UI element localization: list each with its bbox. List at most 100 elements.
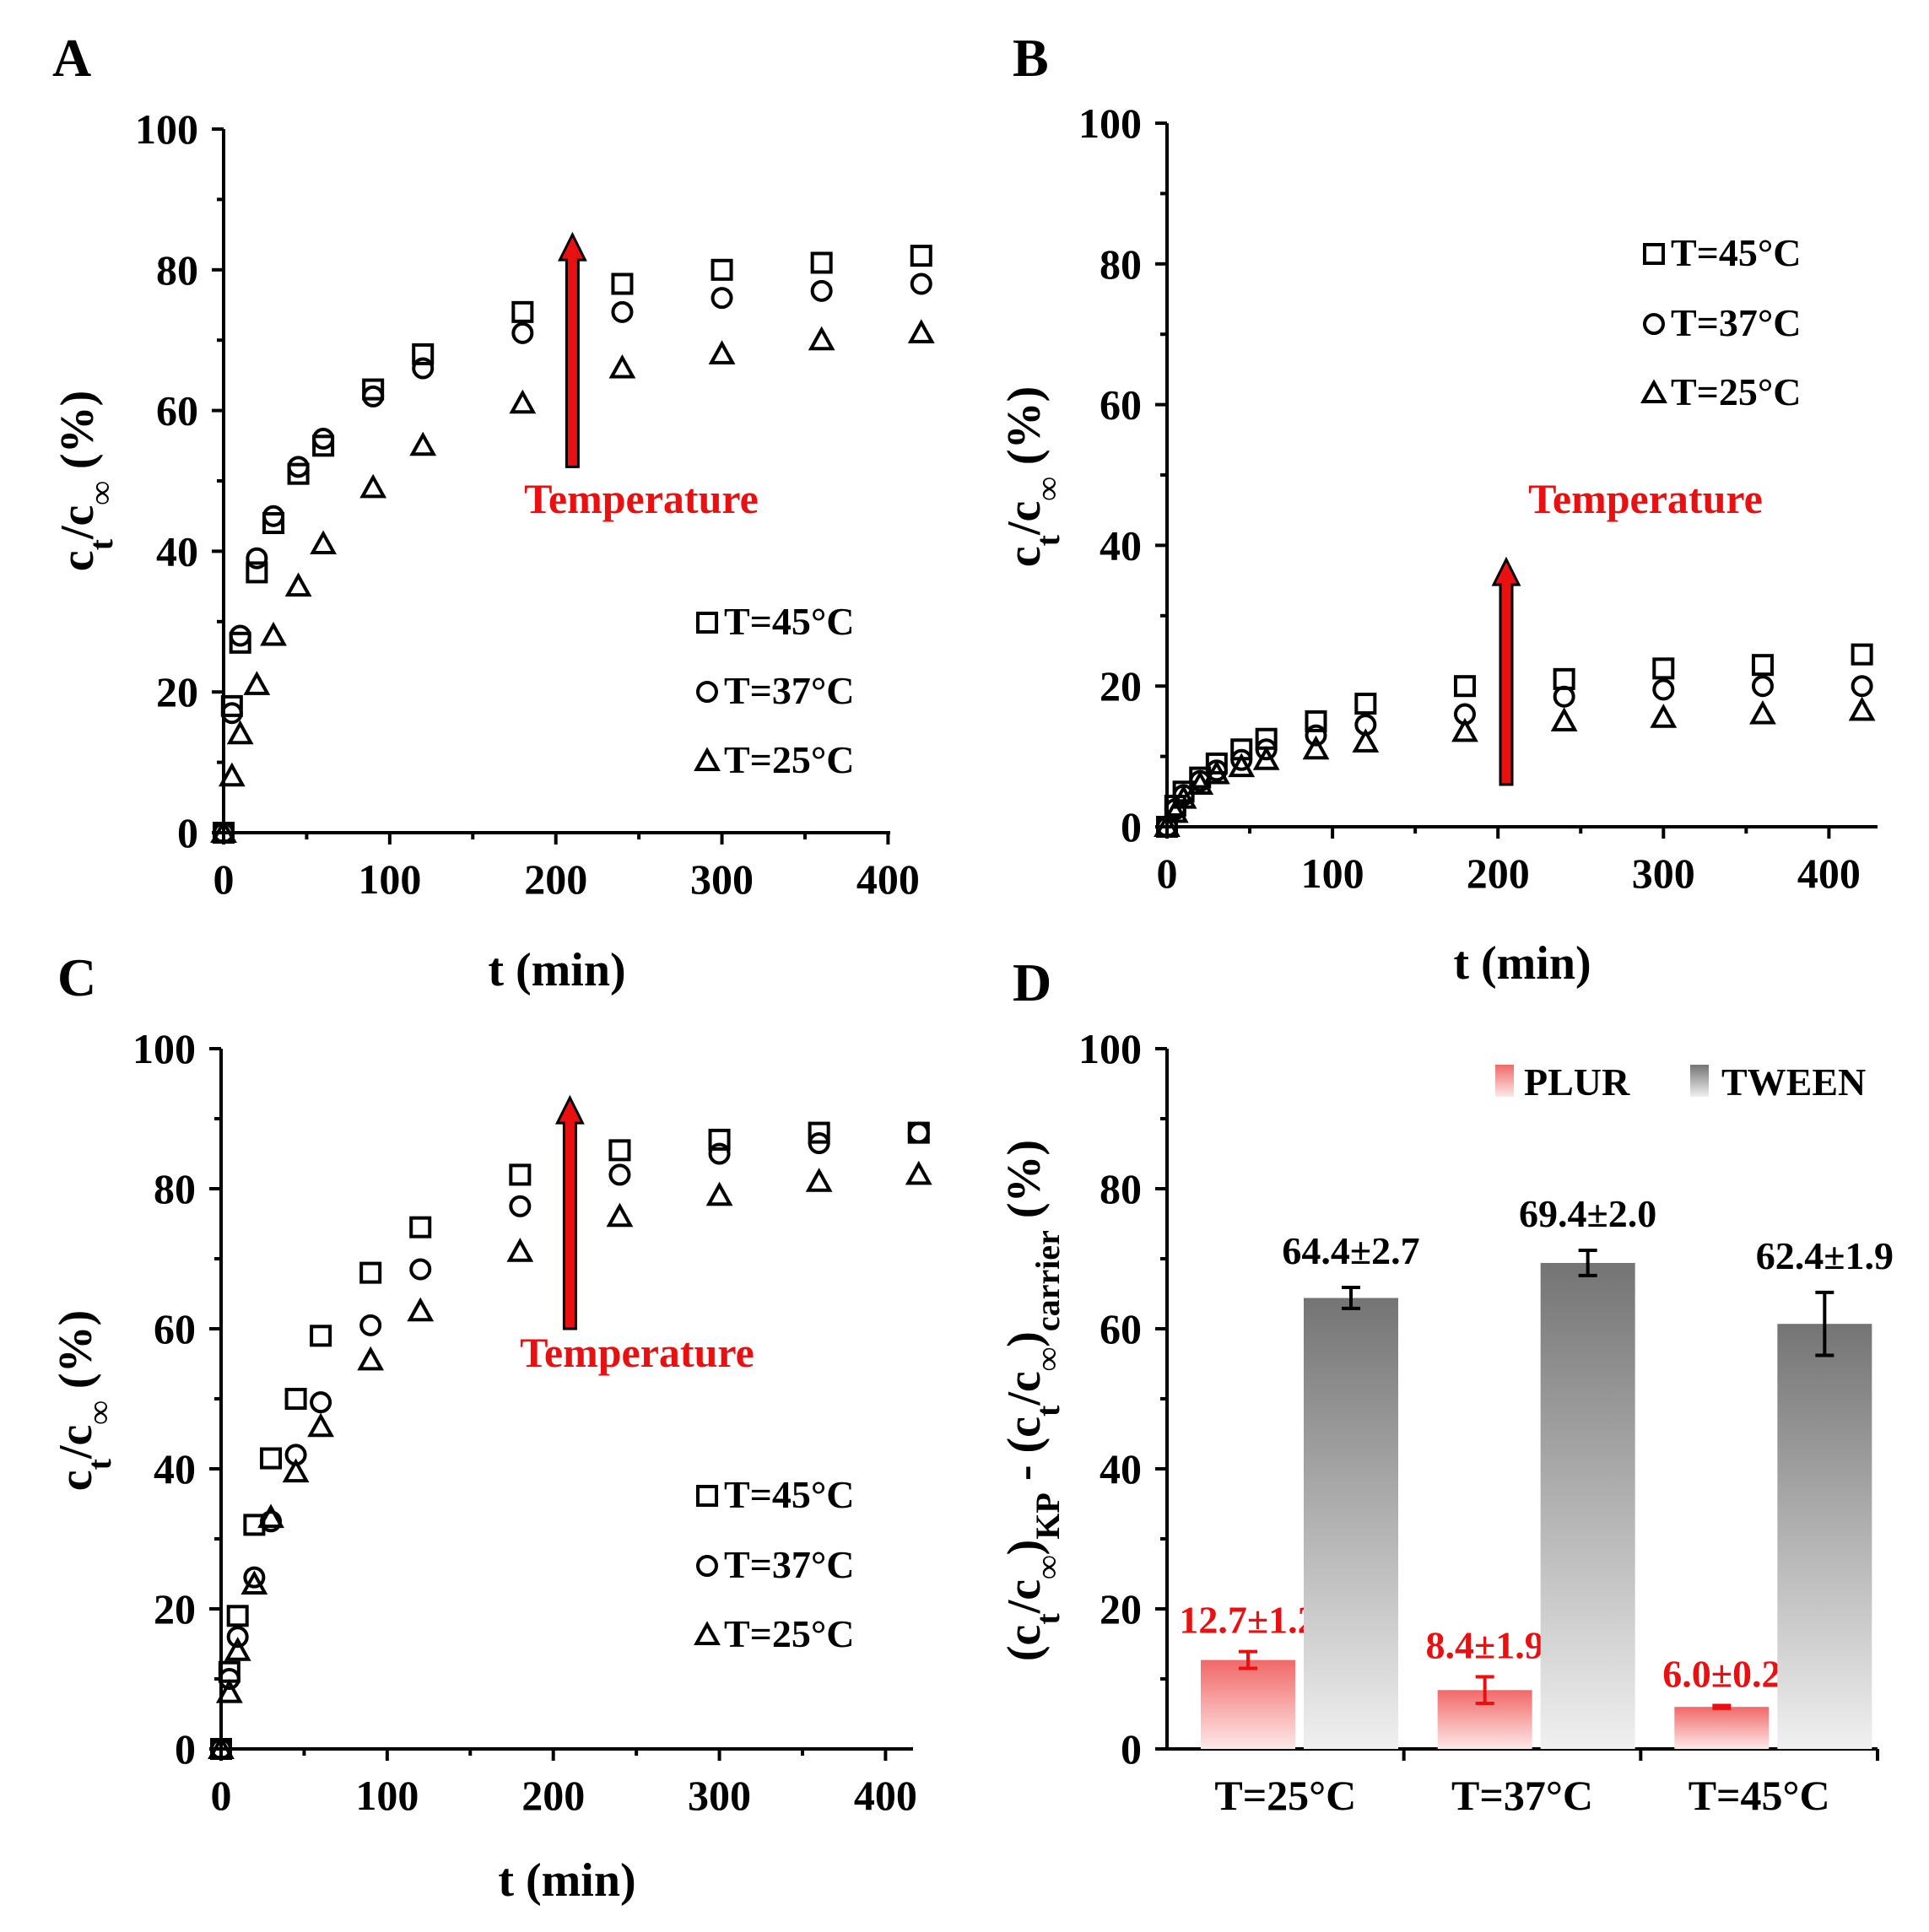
y-axis-label-part: ∞ — [80, 1400, 118, 1425]
panel-letter-a: A — [52, 28, 91, 88]
data-point-triangle — [608, 353, 636, 379]
y-axis-label-part: - (c — [998, 1417, 1051, 1492]
data-point-triangle — [210, 818, 237, 843]
bar-plur — [1674, 1707, 1770, 1749]
data-label-plur: 8.4±1.9 — [1426, 1624, 1544, 1667]
data-point-circle — [229, 624, 251, 647]
chart-panel-c: 0 20 40 60 80 100 0 100 200 300 400 t (min) ct/c∞ (%… — [50, 1025, 932, 1907]
data-point-circle — [1652, 678, 1675, 701]
data-point-circle — [711, 287, 733, 310]
data-point-triangle — [224, 1637, 251, 1661]
x-tick-label: 400 — [854, 1772, 917, 1819]
y-tick-label: 40 — [1100, 521, 1142, 569]
data-point-triangle — [284, 572, 312, 597]
y-axis-label: ct/c∞ (%) — [51, 391, 120, 571]
data-point-triangle — [1228, 753, 1256, 778]
data-point-triangle — [307, 1412, 335, 1438]
data-label-plur: 12.7±1.2 — [1179, 1599, 1316, 1642]
y-tick-label: 20 — [156, 668, 198, 715]
legend-label: T=25°C — [724, 738, 855, 781]
data-point-circle — [1751, 675, 1774, 698]
data-point-triangle — [1252, 746, 1280, 770]
bar-plur — [1201, 1659, 1295, 1749]
data-point-triangle — [1170, 785, 1197, 809]
data-point-triangle — [606, 1202, 634, 1228]
y-tick-label: 40 — [1100, 1445, 1142, 1492]
y-axis-label-part: (c — [998, 1625, 1051, 1662]
data-point-square — [287, 462, 310, 485]
data-point-square — [1305, 710, 1327, 732]
data-point-circle — [810, 279, 833, 302]
temperature-annotation: Temperature — [520, 1329, 754, 1376]
data-point-circle — [608, 1163, 631, 1186]
chart-panel-b: 0 20 40 60 80 100 0 100 200 300 400 t (min) ct/c∞ (%… — [998, 100, 1878, 990]
chart-panel-d: 0 20 40 60 80 100 T=25°C 12.7±1.2 64.4±2.7 T=37°C… — [998, 1025, 1894, 1819]
data-point-square — [362, 378, 385, 401]
x-tick-label: 300 — [690, 855, 754, 903]
y-axis-label-part: ) — [998, 1331, 1051, 1347]
y-axis-label-part: c — [998, 546, 1051, 567]
y-tick-label: 100 — [132, 1025, 196, 1072]
bar-tween — [1304, 1298, 1398, 1749]
y-axis-label-part: c — [51, 550, 104, 571]
data-point-triangle — [1302, 735, 1330, 760]
data-point-circle — [1305, 724, 1327, 747]
data-point-triangle — [243, 671, 271, 695]
data-point-circle — [243, 1566, 266, 1589]
data-point-square — [511, 300, 534, 323]
data-point-triangle — [310, 530, 338, 555]
data-point-square — [412, 343, 435, 365]
x-tick-label: 200 — [521, 1772, 585, 1819]
legend-label: T=45°C — [724, 1473, 855, 1516]
x-category-label: T=25°C — [1214, 1772, 1356, 1819]
legend-label: T=25°C — [724, 1612, 855, 1655]
y-axis-label-part: ∞ — [1029, 1347, 1067, 1372]
temperature-arrow — [557, 231, 587, 468]
x-axis-label: t (min) — [498, 1854, 635, 1907]
data-point-triangle — [1550, 707, 1578, 731]
bar-tween — [1777, 1324, 1872, 1749]
legend-label-tween: TWEEN — [1721, 1060, 1866, 1104]
x-category-label: T=37°C — [1451, 1772, 1593, 1819]
x-tick-label: 400 — [856, 855, 920, 903]
legend-marker-square — [1643, 243, 1665, 265]
data-point-triangle — [257, 1503, 284, 1529]
data-point-square — [910, 245, 932, 267]
y-tick-label: 80 — [156, 246, 198, 294]
legend-marker-circle — [696, 1555, 718, 1577]
data-point-circle — [1230, 748, 1253, 771]
data-point-triangle — [1749, 699, 1776, 725]
data-point-triangle — [407, 1297, 435, 1322]
data-point-circle — [246, 547, 268, 569]
data-point-circle — [1553, 685, 1575, 708]
x-tick-label: 100 — [1301, 850, 1364, 897]
data-label-tween: 64.4±2.7 — [1282, 1229, 1419, 1272]
legend-label: T=37°C — [724, 1543, 855, 1586]
data-point-circle — [1851, 675, 1873, 698]
y-tick-label: 0 — [177, 809, 198, 856]
data-point-circle — [312, 427, 335, 450]
data-point-square — [260, 1447, 283, 1470]
data-point-circle — [509, 1195, 532, 1217]
data-point-triangle — [907, 319, 935, 343]
y-axis-label: (ct/c∞)KP - (ct/c∞)carrier (%) — [998, 1140, 1067, 1661]
data-point-circle — [907, 1121, 930, 1144]
y-axis-label-part: t — [1029, 534, 1067, 546]
data-point-square — [1205, 752, 1228, 774]
data-point-triangle — [208, 1735, 235, 1759]
data-point-triangle — [1352, 728, 1380, 753]
y-tick-label: 40 — [154, 1445, 196, 1492]
y-axis-label-part: /c — [998, 1579, 1051, 1614]
legend-marker-triangle — [1640, 379, 1667, 403]
data-point-square — [229, 631, 251, 654]
data-point-square — [1453, 675, 1476, 698]
data-point-square — [708, 1128, 731, 1151]
y-tick-label: 100 — [1078, 100, 1142, 147]
y-axis-label-part: t — [1029, 1405, 1067, 1417]
data-point-triangle — [1848, 696, 1876, 721]
x-tick-label: 100 — [355, 1772, 419, 1819]
data-point-circle — [220, 702, 243, 725]
data-point-square — [1652, 657, 1675, 680]
y-axis-label-part: /c — [998, 501, 1051, 536]
legend-marker-circle — [696, 681, 718, 703]
